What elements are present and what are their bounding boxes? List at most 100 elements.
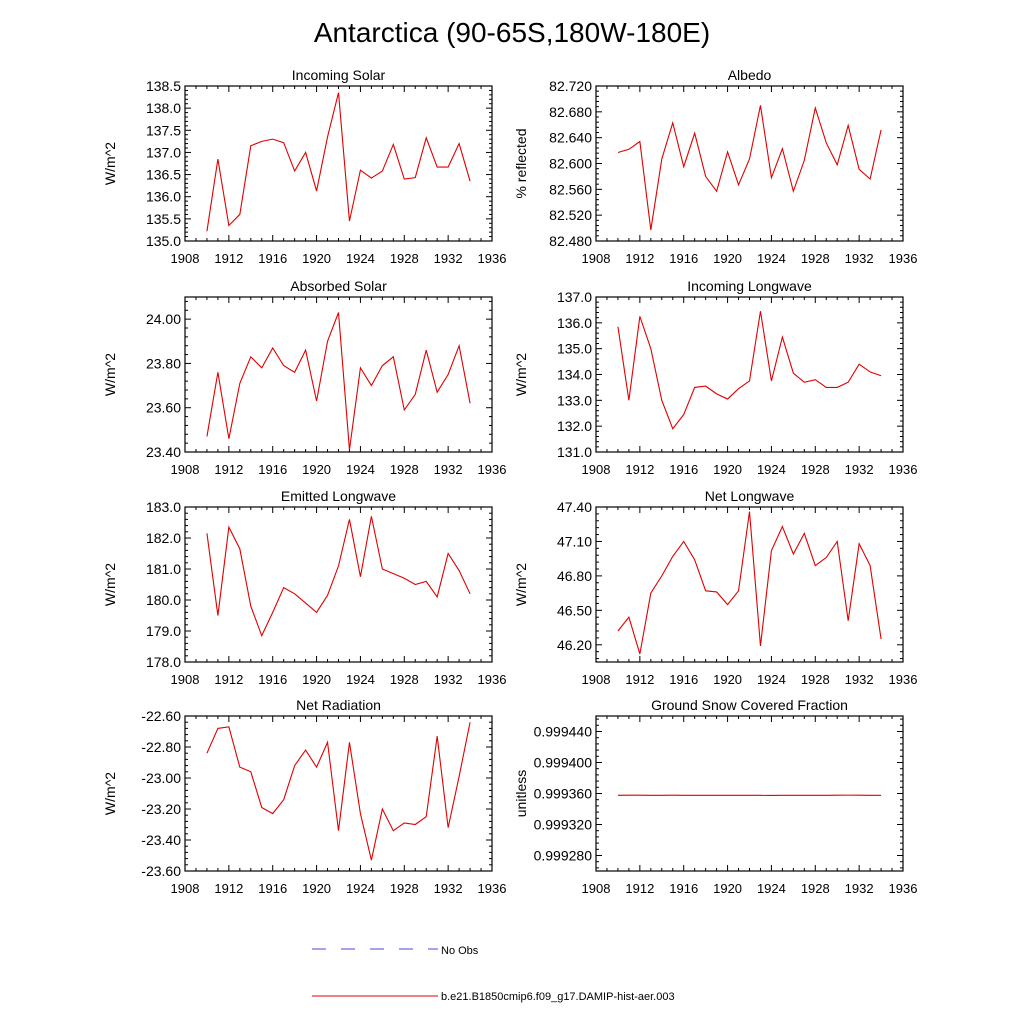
series-line-net-longwave — [617, 511, 882, 655]
y-tick-label-net-longwave: 47.40 — [557, 499, 592, 515]
y-tick-label-albedo: 82.680 — [549, 104, 592, 120]
x-tick-label-incoming-solar: 1924 — [346, 251, 375, 266]
x-tick-label-emitted-longwave: 1936 — [478, 672, 507, 687]
x-tick-label-albedo: 1936 — [889, 251, 918, 266]
series-line-incoming-solar — [206, 92, 471, 232]
x-tick-label-incoming-longwave: 1928 — [801, 462, 830, 477]
x-tick-label-incoming-longwave: 1920 — [713, 462, 742, 477]
y-axis-label-net-radiation: W/m^2 — [102, 772, 118, 815]
y-tick-label-emitted-longwave: 178.0 — [146, 654, 181, 670]
y-axis-label-incoming-solar: W/m^2 — [102, 142, 118, 185]
y-tick-label-incoming-longwave: 134.0 — [557, 367, 592, 383]
panel-absorbed-solar: Absorbed Solar W/m^2 1908 1912 1916 1920 1924 1… — [102, 278, 506, 477]
y-tick-label-albedo: 82.600 — [549, 156, 592, 172]
x-tick-label-net-radiation: 1912 — [214, 881, 243, 896]
series-line-net-radiation — [206, 722, 471, 861]
panel-title-absorbed-solar: Absorbed Solar — [290, 278, 387, 294]
x-tick-label-albedo: 1932 — [845, 251, 874, 266]
x-tick-label-ground-snow-covered-fraction: 1908 — [582, 881, 611, 896]
x-tick-label-ground-snow-covered-fraction: 1924 — [757, 881, 786, 896]
x-tick-label-incoming-solar: 1936 — [478, 251, 507, 266]
x-tick-label-emitted-longwave: 1924 — [346, 672, 375, 687]
x-tick-label-albedo: 1924 — [757, 251, 786, 266]
y-tick-label-incoming-solar: 135.5 — [146, 211, 181, 227]
x-tick-label-absorbed-solar: 1908 — [171, 462, 200, 477]
panels-group: Incoming Solar W/m^2 1908 1912 1916 1920 1924 1… — [102, 67, 917, 896]
panel-emitted-longwave: Emitted Longwave W/m^2 1908 1912 1916 1920 192… — [102, 488, 506, 687]
x-tick-label-ground-snow-covered-fraction: 1936 — [889, 881, 918, 896]
y-tick-label-emitted-longwave: 179.0 — [146, 623, 181, 639]
y-tick-label-incoming-longwave: 135.0 — [557, 341, 592, 357]
x-tick-label-albedo: 1928 — [801, 251, 830, 266]
y-tick-label-net-longwave: 46.50 — [557, 602, 592, 618]
x-tick-label-emitted-longwave: 1920 — [302, 672, 331, 687]
panel-title-net-longwave: Net Longwave — [705, 488, 795, 504]
panel-albedo: Albedo % reflected 1908 1912 1916 1920 1924 192… — [513, 67, 917, 266]
y-tick-label-net-radiation: -23.20 — [141, 801, 181, 817]
y-tick-label-emitted-longwave: 183.0 — [146, 499, 181, 515]
x-tick-label-ground-snow-covered-fraction: 1916 — [669, 881, 698, 896]
panel-ground-snow-covered-fraction: Ground Snow Covered Fraction unitless 1908… — [513, 697, 917, 896]
panel-title-incoming-longwave: Incoming Longwave — [687, 278, 812, 294]
x-tick-label-absorbed-solar: 1936 — [478, 462, 507, 477]
y-tick-label-net-longwave: 46.80 — [557, 568, 592, 584]
panel-title-net-radiation: Net Radiation — [296, 697, 381, 713]
x-tick-label-net-longwave: 1924 — [757, 672, 786, 687]
y-tick-label-absorbed-solar: 23.40 — [146, 444, 181, 460]
y-axis-label-ground-snow-covered-fraction: unitless — [513, 770, 529, 817]
y-tick-label-net-longwave: 47.10 — [557, 533, 592, 549]
x-tick-label-ground-snow-covered-fraction: 1920 — [713, 881, 742, 896]
x-tick-label-emitted-longwave: 1928 — [390, 672, 419, 687]
y-tick-label-incoming-longwave: 131.0 — [557, 444, 592, 460]
x-tick-label-ground-snow-covered-fraction: 1928 — [801, 881, 830, 896]
x-tick-label-emitted-longwave: 1932 — [434, 672, 463, 687]
x-tick-label-net-radiation: 1924 — [346, 881, 375, 896]
y-tick-label-incoming-solar: 137.5 — [146, 122, 181, 138]
y-tick-label-albedo: 82.520 — [549, 207, 592, 223]
y-tick-label-emitted-longwave: 180.0 — [146, 592, 181, 608]
series-line-emitted-longwave — [206, 516, 471, 638]
x-tick-label-net-radiation: 1936 — [478, 881, 507, 896]
x-tick-label-emitted-longwave: 1912 — [214, 672, 243, 687]
y-tick-label-ground-snow-covered-fraction: 0.999280 — [534, 848, 593, 864]
x-tick-label-absorbed-solar: 1928 — [390, 462, 419, 477]
legend-label-model: b.e21.B1850cmip6.f09_g17.DAMIP-hist-aer.… — [441, 991, 675, 1003]
y-tick-label-incoming-solar: 135.0 — [146, 233, 181, 249]
series-line-incoming-longwave — [617, 311, 882, 430]
y-tick-label-net-radiation: -22.60 — [141, 708, 181, 724]
legend: No Obs b.e21.B1850cmip6.f09_g17.DAMIP-hi… — [312, 945, 675, 1003]
y-tick-label-ground-snow-covered-fraction: 0.999360 — [534, 786, 593, 802]
y-axis-label-net-longwave: W/m^2 — [513, 563, 529, 606]
y-tick-label-albedo: 82.560 — [549, 181, 592, 197]
legend-label-no-obs: No Obs — [441, 945, 479, 957]
figure-title: Antarctica (90-65S,180W-180E) — [314, 17, 710, 48]
panel-net-longwave: Net Longwave W/m^2 1908 1912 1916 1920 1924 192… — [513, 488, 917, 687]
x-tick-label-albedo: 1912 — [625, 251, 654, 266]
x-tick-label-net-radiation: 1928 — [390, 881, 419, 896]
x-tick-label-net-longwave: 1920 — [713, 672, 742, 687]
y-tick-label-incoming-solar: 138.5 — [146, 78, 181, 94]
x-tick-label-net-longwave: 1932 — [845, 672, 874, 687]
series-line-albedo — [617, 105, 882, 231]
y-axis-label-emitted-longwave: W/m^2 — [102, 563, 118, 606]
y-tick-label-net-radiation: -23.00 — [141, 770, 181, 786]
x-tick-label-net-longwave: 1912 — [625, 672, 654, 687]
panel-title-ground-snow-covered-fraction: Ground Snow Covered Fraction — [651, 697, 848, 713]
panel-net-radiation: Net Radiation W/m^2 1908 1912 1916 1920 1924 19… — [102, 697, 506, 896]
y-tick-label-incoming-longwave: 137.0 — [557, 289, 592, 305]
x-tick-label-ground-snow-covered-fraction: 1912 — [625, 881, 654, 896]
x-tick-label-incoming-solar: 1916 — [258, 251, 287, 266]
y-axis-label-absorbed-solar: W/m^2 — [102, 353, 118, 396]
y-tick-label-albedo: 82.480 — [549, 233, 592, 249]
x-tick-label-net-radiation: 1920 — [302, 881, 331, 896]
y-tick-label-incoming-solar: 137.0 — [146, 144, 181, 160]
x-tick-label-incoming-solar: 1912 — [214, 251, 243, 266]
x-tick-label-incoming-longwave: 1924 — [757, 462, 786, 477]
x-tick-label-albedo: 1916 — [669, 251, 698, 266]
x-tick-label-incoming-solar: 1920 — [302, 251, 331, 266]
x-tick-label-incoming-longwave: 1936 — [889, 462, 918, 477]
y-tick-label-albedo: 82.720 — [549, 78, 592, 94]
y-tick-label-emitted-longwave: 181.0 — [146, 561, 181, 577]
y-tick-label-absorbed-solar: 24.00 — [146, 311, 181, 327]
x-tick-label-incoming-longwave: 1932 — [845, 462, 874, 477]
